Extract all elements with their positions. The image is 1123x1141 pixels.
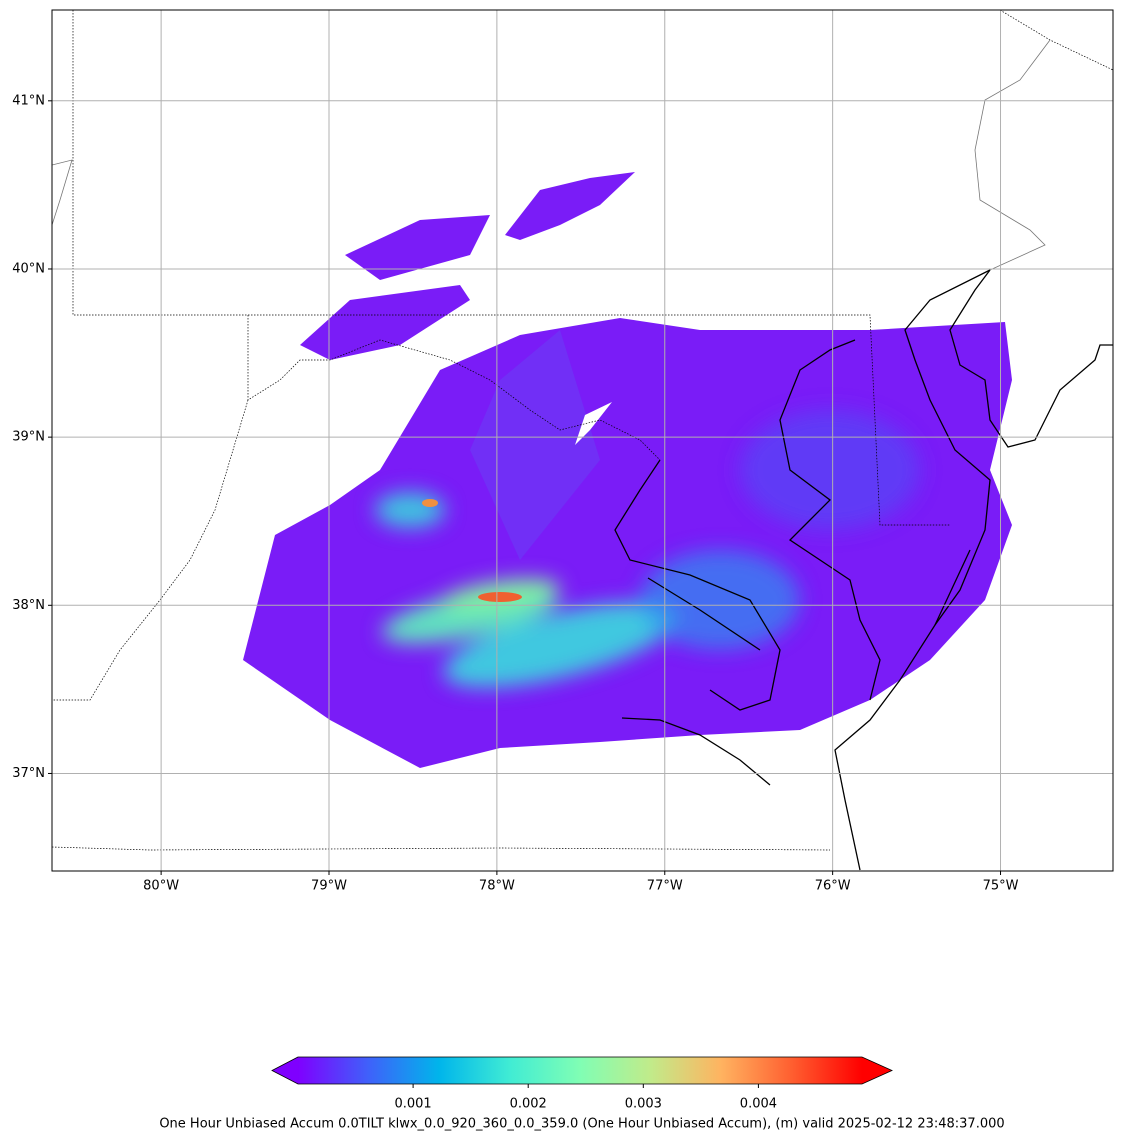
map-frame xyxy=(51,9,1114,872)
y-tick-label: 41°N xyxy=(12,93,45,108)
x-tick-label: 78°W xyxy=(479,879,515,894)
y-tick-label: 38°N xyxy=(12,598,45,613)
y-tick-label: 39°N xyxy=(12,430,45,445)
y-tick-label: 40°N xyxy=(12,261,45,276)
x-tick-label: 76°W xyxy=(815,879,851,894)
colorbar-label: One Hour Unbiased Accum 0.0TILT klwx_0.0… xyxy=(159,1117,1004,1132)
x-tick-label: 75°W xyxy=(983,879,1019,894)
colorbar-tick-label: 0.003 xyxy=(625,1097,662,1112)
grid xyxy=(52,10,1113,871)
colorbar-tick-label: 0.002 xyxy=(510,1097,547,1112)
radar-field xyxy=(243,172,1012,768)
x-tick-label: 80°W xyxy=(143,879,179,894)
map-layers xyxy=(52,10,1113,871)
colorbar-extend-min xyxy=(272,1057,298,1084)
colorbar-extend-max xyxy=(862,1057,892,1084)
colorbar-outline xyxy=(271,1056,893,1085)
x-tick-label: 77°W xyxy=(647,879,683,894)
y-tick-label: 37°N xyxy=(12,766,45,781)
colorbar-tick-label: 0.001 xyxy=(394,1097,431,1112)
colorbar: 0.001 0.002 0.003 0.004 xyxy=(271,1056,893,1112)
colorbar-tick-label: 0.004 xyxy=(740,1097,777,1112)
x-tick-label: 79°W xyxy=(311,879,347,894)
colorbar-body xyxy=(298,1057,862,1084)
